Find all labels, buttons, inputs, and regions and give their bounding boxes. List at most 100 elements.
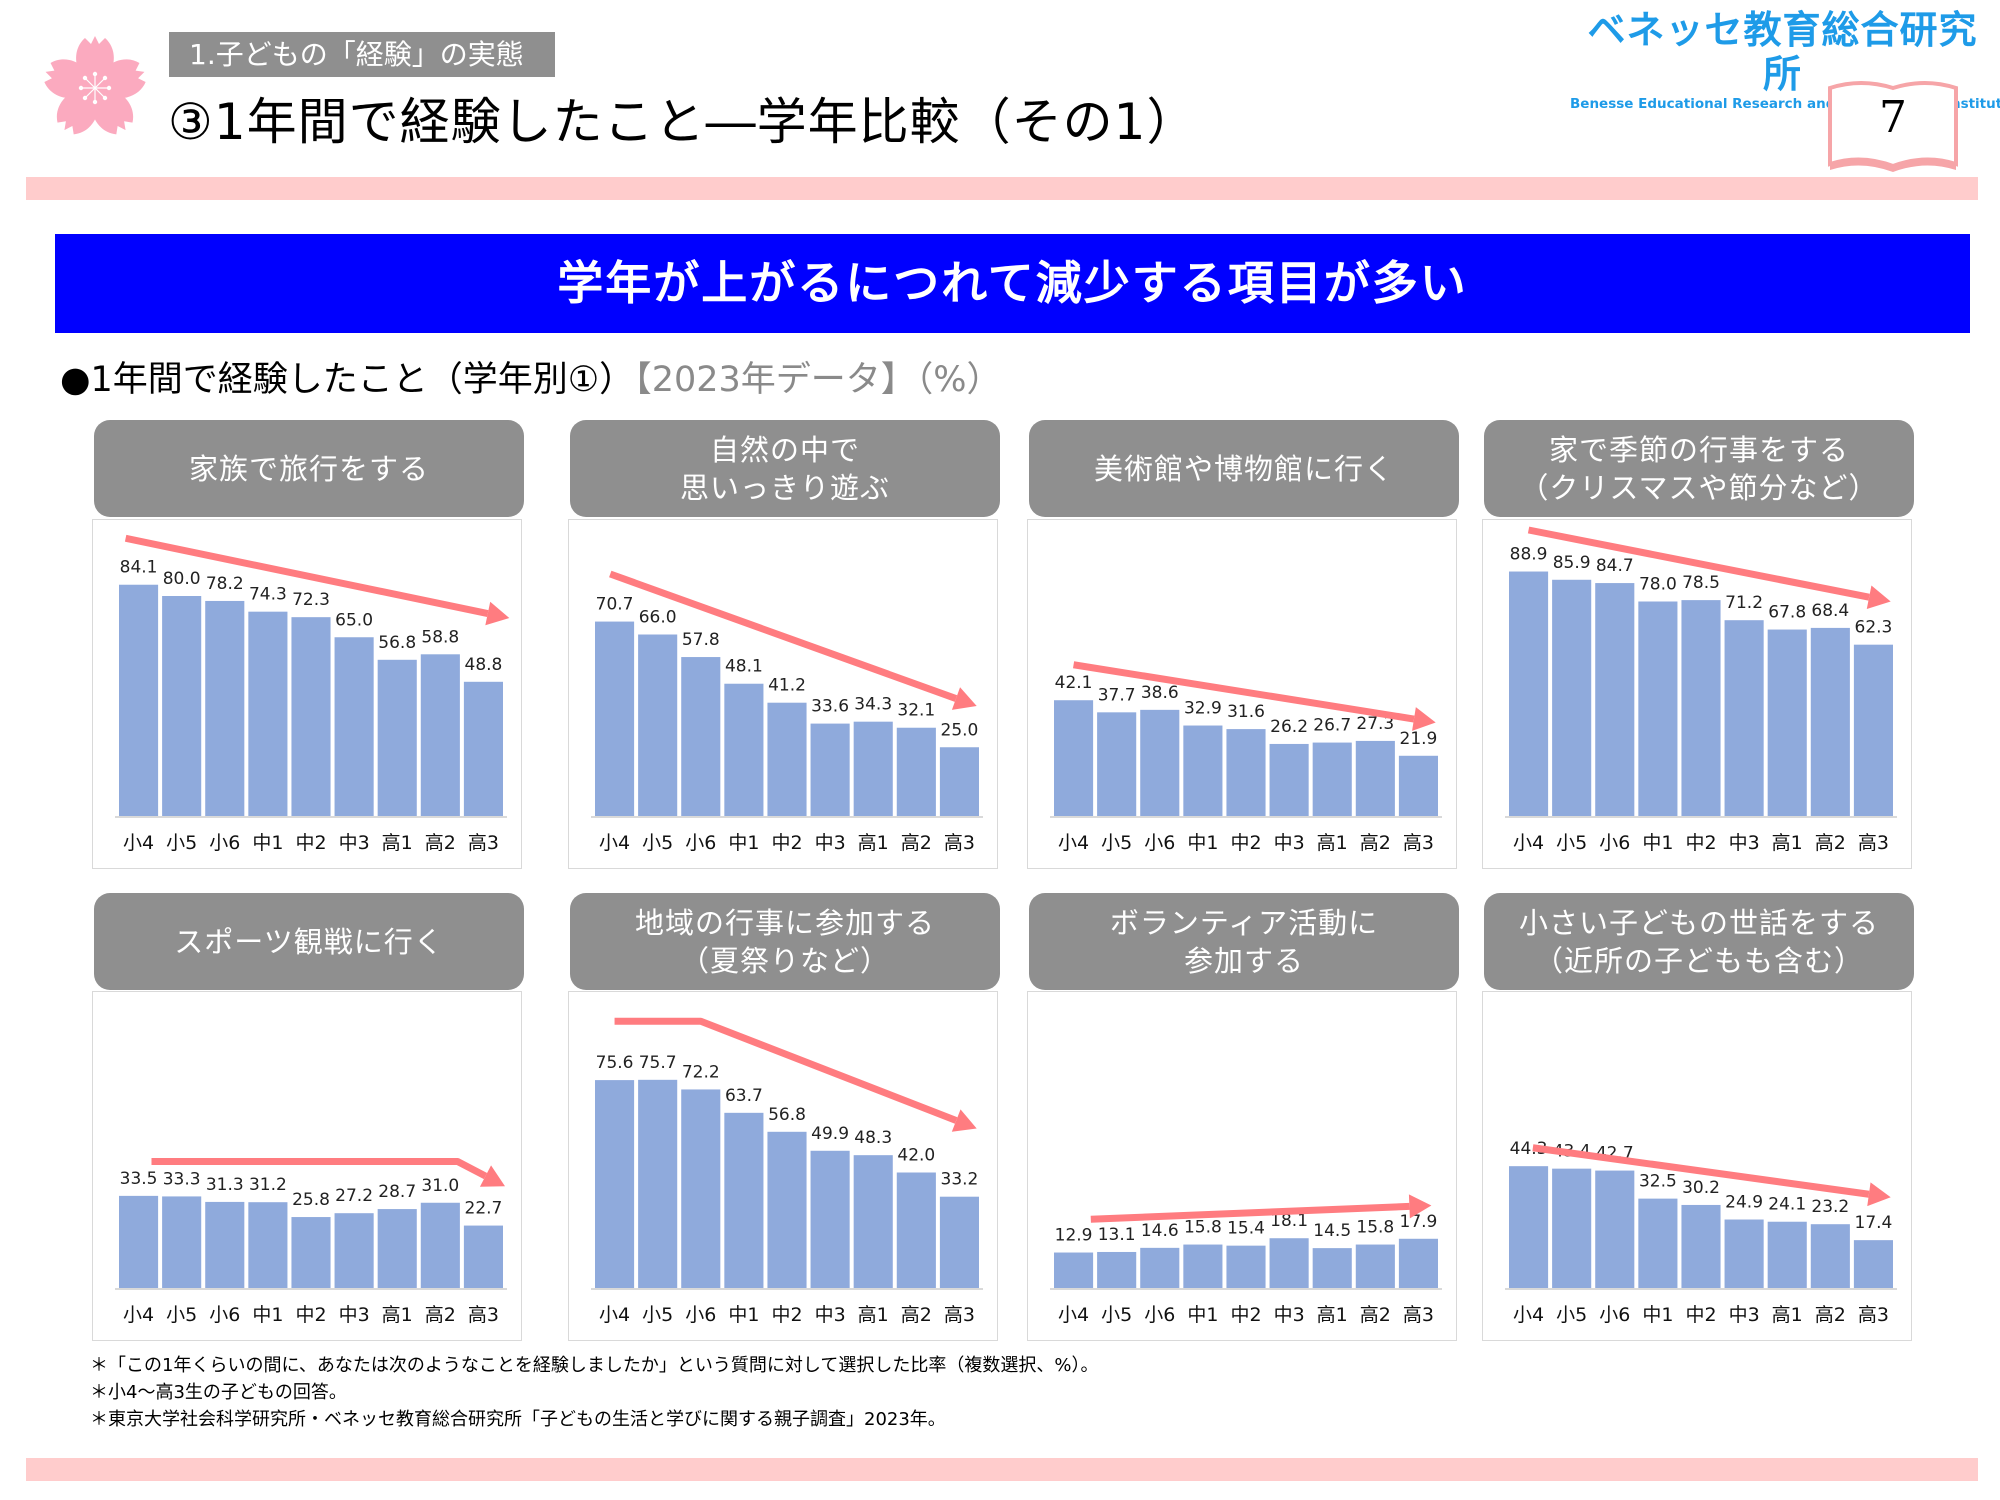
category-tick-label: 高2: [901, 1304, 932, 1326]
chart-title-line: 参加する: [1183, 943, 1304, 978]
bar: [767, 1131, 807, 1288]
category-tick-label: 中2: [771, 1304, 802, 1326]
category-tick-label: 小5: [1101, 832, 1132, 854]
page-number: 7: [1879, 92, 1907, 143]
category-tick-label: 高2: [425, 1304, 456, 1326]
category-tick-label: 高1: [382, 1304, 413, 1326]
bar: [939, 747, 979, 816]
category-tick-label: 中3: [339, 1304, 370, 1326]
data-label: 56.8: [378, 633, 416, 653]
data-label: 24.9: [1725, 1193, 1763, 1213]
trend-arrow-line: [1090, 1202, 1410, 1223]
bar: [810, 723, 850, 816]
bar: [1140, 709, 1180, 816]
category-tick-label: 中1: [252, 832, 283, 854]
bar: [681, 657, 721, 816]
chart-title-box: スポーツ観戦に行く: [94, 893, 524, 990]
bar: [1054, 700, 1094, 816]
category-tick-label: 小5: [642, 1304, 673, 1326]
chart-title-line: （夏祭りなど）: [679, 943, 890, 978]
bar: [377, 1209, 417, 1288]
bar-chart-panel: 12.9 小4 13.1 小5 14.6 小6 15.8 中1 15.4 中2 18.1 中3 14.5…: [1027, 991, 1457, 1341]
category-tick-label: 中1: [728, 1304, 759, 1326]
footnote-2: ＊小4～高3生の子どもの回答。: [90, 1382, 347, 1403]
category-tick-label: 高1: [1772, 832, 1803, 854]
category-tick-label: 中1: [1187, 832, 1218, 854]
data-label: 18.1: [1270, 1211, 1308, 1231]
trend-arrow-line: [614, 1017, 958, 1124]
headline-banner: 学年が上がるにつれて減少する項目が多い: [55, 234, 1970, 333]
category-tick-label: 小5: [166, 832, 197, 854]
bar: [1269, 1238, 1309, 1288]
category-tick-label: 中2: [295, 1304, 326, 1326]
bar-chart-panel: 33.5 小4 33.3 小5 31.3 小6 31.2 中1 25.8 中2 27.2 中3 28.7…: [92, 991, 522, 1341]
trend-arrow-line: [151, 1158, 488, 1180]
data-label: 32.5: [1639, 1172, 1677, 1192]
bar: [896, 1172, 936, 1288]
category-tick-label: 高2: [1360, 1304, 1391, 1326]
bar-chart-panel: 44.3 小4 43.4 小5 42.7 小6 32.5 中1 30.2 中2 24.9 中3 24.1…: [1482, 991, 1912, 1341]
trend-arrowhead: [1412, 707, 1436, 731]
bar-chart-panel: 70.7 小4 66.0 小5 57.8 小6 48.1 中1 41.2 中2 33.6 中3 34.3…: [568, 519, 998, 869]
category-tick-label: 高2: [1815, 832, 1846, 854]
bar: [420, 1202, 460, 1288]
category-tick-label: 小4: [1513, 1304, 1544, 1326]
bar: [1183, 725, 1223, 816]
data-label: 28.7: [378, 1182, 416, 1202]
bar: [638, 634, 678, 816]
bar: [1552, 579, 1592, 816]
bar-chart-panel: 42.1 小4 37.7 小5 38.6 小6 32.9 中1 31.6 中2 26.2 中3 26.7…: [1027, 519, 1457, 869]
bar: [1853, 644, 1893, 816]
chart-title-line: 思いっきり遊ぶ: [679, 470, 890, 505]
bar: [1226, 729, 1266, 816]
data-label: 33.6: [811, 697, 849, 717]
bar-chart: 42.1 小4 37.7 小5 38.6 小6 32.9 中1 31.6 中2 26.2 中3 26.7…: [1050, 661, 1442, 854]
data-label: 42.1: [1055, 673, 1093, 693]
category-tick-label: 小5: [1556, 1304, 1587, 1326]
bar: [119, 584, 159, 816]
category-tick-label: 小6: [209, 832, 240, 854]
chart-title-box: 小さい子どもの世話をする （近所の子どもも含む）: [1484, 893, 1914, 990]
chart-title-box: 自然の中で 思いっきり遊ぶ: [570, 420, 1000, 517]
bar: [248, 1202, 288, 1288]
category-tick-label: 中2: [1230, 832, 1261, 854]
bar-chart: 88.9 小4 85.9 小5 84.7 小6 78.0 中1 78.5 中2 71.2 中3 67.8…: [1505, 526, 1897, 854]
bar: [1552, 1168, 1592, 1288]
data-label: 78.2: [206, 574, 244, 594]
bar: [377, 659, 417, 816]
category-tick-label: 小5: [642, 832, 673, 854]
bar: [334, 637, 374, 816]
data-label: 58.8: [421, 627, 459, 647]
category-tick-label: 中3: [815, 1304, 846, 1326]
data-label: 88.9: [1510, 545, 1548, 565]
data-label: 22.7: [465, 1199, 503, 1219]
data-label: 57.8: [682, 630, 720, 650]
category-tick-label: 高3: [1403, 1304, 1434, 1326]
bar: [896, 727, 936, 816]
bar: [810, 1150, 850, 1288]
category-tick-label: 小6: [1144, 1304, 1175, 1326]
data-label: 49.9: [811, 1124, 849, 1144]
data-label: 42.0: [897, 1146, 935, 1166]
category-tick-label: 小4: [599, 832, 630, 854]
data-label: 44.3: [1510, 1139, 1548, 1159]
bar-chart: 44.3小443.4小542.7小632.5中130.2中224.9中324.1…: [1505, 1139, 1897, 1326]
chart-section-subtitle: ●1年間で経験したこと（学年別①）【2023年データ】（%）: [60, 355, 1002, 405]
bar: [1269, 743, 1309, 816]
category-tick-label: 高1: [1772, 1304, 1803, 1326]
data-label: 15.8: [1184, 1218, 1222, 1238]
bar: [1226, 1245, 1266, 1288]
category-tick-label: 小4: [123, 832, 154, 854]
bar: [1398, 755, 1438, 816]
data-label: 15.8: [1356, 1218, 1394, 1238]
trend-arrow-line: [1073, 661, 1415, 723]
category-tick-label: 小6: [209, 1304, 240, 1326]
data-label: 27.3: [1356, 714, 1394, 734]
bar: [205, 600, 245, 816]
bar: [1595, 1170, 1635, 1288]
bar: [724, 1112, 764, 1288]
bar: [1681, 600, 1721, 816]
data-label: 25.8: [292, 1190, 330, 1210]
category-tick-label: 中3: [1729, 832, 1760, 854]
category-tick-label: 高2: [1360, 832, 1391, 854]
